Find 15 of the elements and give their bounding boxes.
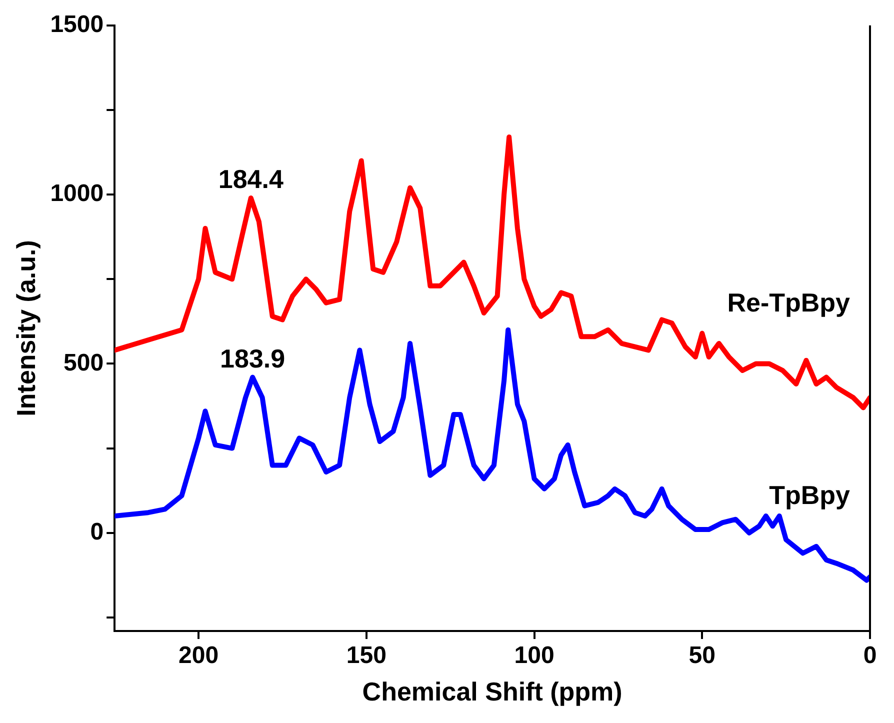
x-tick-label: 150 xyxy=(346,642,386,670)
x-tick-label: 200 xyxy=(178,642,219,670)
annotation: 184.4 xyxy=(218,164,284,194)
x-tick-label: 0 xyxy=(863,642,877,670)
y-axis-title: Intensity (a.u.) xyxy=(10,240,41,416)
y-tick-label: 1500 xyxy=(50,11,104,38)
y-tick-label: 0 xyxy=(90,518,104,546)
x-tick-label: 50 xyxy=(688,642,716,670)
x-tick-label: 100 xyxy=(514,642,554,670)
series-label: Re-TpBpy xyxy=(727,287,851,318)
y-tick-label: 1000 xyxy=(50,180,104,208)
y-tick-label: 500 xyxy=(64,349,104,376)
series-label: TpBpy xyxy=(769,480,851,510)
annotation: 183.9 xyxy=(220,343,286,374)
x-axis-title: Chemical Shift (ppm) xyxy=(362,676,622,707)
